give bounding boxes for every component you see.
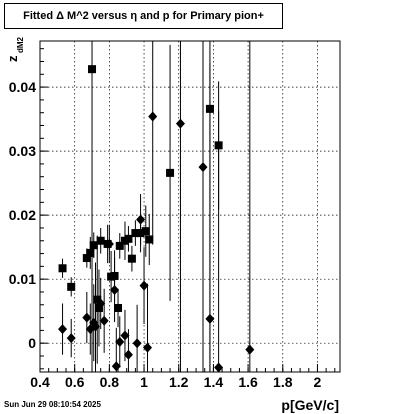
square-marker bbox=[96, 236, 105, 245]
square-marker bbox=[86, 248, 95, 257]
y-tick-label: 0 bbox=[28, 335, 36, 351]
square-marker bbox=[214, 141, 223, 150]
diamond-marker bbox=[214, 362, 224, 373]
x-tick-label: 1.8 bbox=[273, 374, 293, 390]
x-tick-label: 1.2 bbox=[169, 374, 189, 390]
square-marker bbox=[67, 282, 76, 291]
x-tick-label: 1 bbox=[140, 374, 148, 390]
square-marker bbox=[166, 168, 175, 177]
diamond-marker bbox=[148, 111, 158, 122]
diamond-marker bbox=[90, 321, 100, 332]
diamond-marker bbox=[198, 162, 208, 173]
x-axis-title: p[GeV/c] bbox=[281, 397, 339, 413]
y-tick-label: 0.03 bbox=[9, 143, 36, 159]
square-marker bbox=[205, 104, 214, 113]
x-tick-label: 0.4 bbox=[30, 374, 50, 390]
diamond-marker bbox=[110, 285, 120, 296]
diamond-marker bbox=[175, 118, 185, 129]
square-marker bbox=[82, 254, 91, 263]
diamond-marker bbox=[136, 214, 146, 225]
diamond-marker bbox=[96, 298, 106, 309]
square-marker bbox=[136, 229, 145, 238]
plot-frame bbox=[39, 40, 341, 373]
square-marker bbox=[131, 229, 140, 238]
x-tick-label: 2 bbox=[314, 374, 322, 390]
y-tick-label: 0.04 bbox=[9, 79, 36, 95]
y-tick-label: 0.02 bbox=[9, 207, 36, 223]
square-marker bbox=[145, 235, 154, 244]
square-marker bbox=[89, 241, 98, 250]
diamond-marker bbox=[120, 330, 130, 341]
axis-tick-labels: 0.4 0.6 0.8 1 1.2 1.4 1.6 1.8 2 0 0.01 0.02 0.03 0.04 bbox=[9, 79, 322, 390]
diamond-marker bbox=[111, 361, 121, 372]
diamond-marker bbox=[245, 344, 255, 355]
y-axis-title-sub: dM2 bbox=[16, 36, 25, 53]
square-marker bbox=[88, 65, 97, 74]
grid-lines bbox=[40, 41, 340, 372]
diamond-marker bbox=[143, 342, 153, 353]
square-marker bbox=[141, 227, 150, 236]
footer-timestamp: Sun Jun 29 08:10:54 2025 bbox=[4, 400, 101, 409]
diamond-marker bbox=[66, 333, 76, 344]
x-tick-label: 1.6 bbox=[238, 374, 258, 390]
diamond-marker bbox=[132, 338, 142, 349]
x-tick-label: 0.6 bbox=[65, 374, 85, 390]
y-tick-label: 0.01 bbox=[9, 271, 36, 287]
square-marker bbox=[124, 234, 133, 243]
diamond-marker bbox=[82, 312, 92, 323]
axis-ticks bbox=[39, 48, 336, 372]
diamond-marker bbox=[58, 324, 68, 335]
square-marker bbox=[127, 254, 136, 263]
x-tick-label: 1.4 bbox=[204, 374, 224, 390]
y-axis-title-main: z bbox=[5, 55, 20, 62]
square-marker bbox=[94, 303, 103, 312]
square-marker bbox=[115, 241, 124, 250]
diamond-marker bbox=[115, 336, 125, 347]
y-axis-title: z dM2 bbox=[5, 36, 25, 62]
diamond-marker bbox=[205, 313, 215, 324]
diamond-marker bbox=[99, 315, 109, 326]
chart-title: Fitted Δ M^2 versus η and p for Primary … bbox=[4, 3, 283, 29]
square-marker bbox=[58, 264, 67, 273]
data-markers bbox=[58, 65, 255, 373]
square-marker bbox=[110, 271, 119, 280]
diamond-marker bbox=[139, 280, 149, 291]
diamond-marker bbox=[104, 238, 114, 249]
diamond-marker bbox=[123, 349, 133, 360]
x-tick-label: 0.8 bbox=[100, 374, 120, 390]
square-marker bbox=[114, 303, 123, 312]
square-marker bbox=[93, 295, 102, 304]
